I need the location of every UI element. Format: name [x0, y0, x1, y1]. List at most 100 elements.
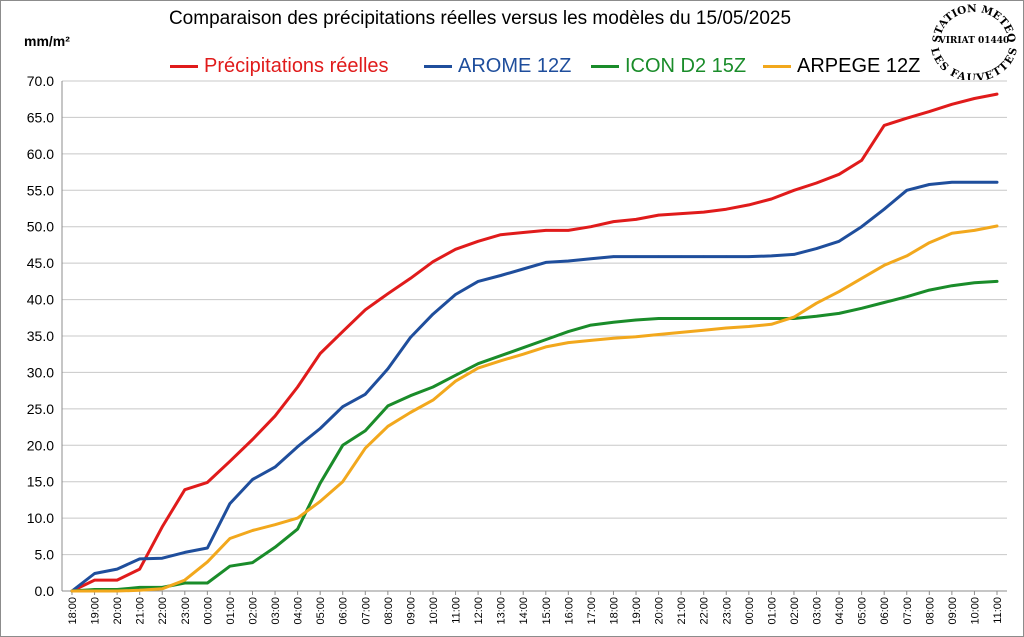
data-point	[364, 308, 367, 311]
data-point	[882, 301, 886, 304]
data-point	[882, 264, 886, 267]
data-point	[770, 197, 773, 201]
x-tick-label: 08:00	[383, 597, 395, 625]
data-point	[657, 213, 660, 217]
x-tick-label: 19:00	[90, 597, 102, 625]
legend-item: ARPEGE 12Z	[763, 55, 920, 78]
data-point	[792, 253, 796, 256]
data-point	[657, 255, 660, 258]
data-point	[928, 183, 931, 186]
data-point	[950, 181, 954, 184]
data-point	[476, 366, 480, 370]
data-point	[679, 331, 683, 334]
legend-label: ICON D2 15Z	[625, 55, 747, 77]
data-point	[679, 317, 683, 320]
x-tick-label: 05:00	[315, 597, 327, 625]
data-point	[206, 581, 209, 585]
data-point	[589, 339, 593, 342]
y-tick-label: 35.0	[27, 328, 54, 344]
data-point	[386, 404, 390, 408]
data-point	[206, 560, 209, 564]
x-tick-label: 03:00	[270, 597, 282, 625]
data-point	[905, 189, 908, 192]
data-point	[228, 565, 232, 568]
data-point	[476, 362, 480, 365]
data-point	[386, 292, 390, 295]
data-point	[499, 354, 502, 357]
legend-swatch	[763, 65, 791, 68]
data-point	[161, 557, 164, 560]
y-tick-label: 55.0	[27, 182, 54, 198]
series-line-3	[70, 224, 999, 593]
y-tick-label: 0.0	[35, 583, 55, 599]
legend-item: ICON D2 15Z	[591, 55, 746, 78]
data-point	[115, 578, 119, 582]
data-point	[93, 572, 96, 575]
data-point	[115, 589, 119, 593]
data-point	[544, 338, 547, 341]
y-tick-label: 60.0	[27, 146, 54, 162]
data-point	[431, 312, 435, 316]
data-point	[296, 445, 299, 448]
data-point	[499, 359, 502, 362]
data-point	[228, 460, 232, 463]
data-point	[815, 247, 818, 250]
data-point	[702, 317, 705, 320]
x-tick-label: 20:00	[112, 597, 124, 625]
x-tick-label: 06:00	[338, 597, 350, 625]
data-point	[792, 315, 796, 319]
x-tick-label: 18:00	[608, 597, 620, 625]
data-point	[950, 232, 954, 235]
data-point	[318, 427, 322, 430]
chart-legend: Précipitations réelles AROME 12Z ICON D2 1…	[0, 55, 1024, 79]
legend-label: AROME 12Z	[458, 55, 572, 77]
data-point	[905, 254, 908, 258]
x-tick-label: 10:00	[969, 597, 981, 625]
x-tick-label: 19:00	[631, 597, 643, 625]
data-point	[679, 255, 683, 258]
series-line-1	[70, 180, 999, 593]
data-point	[386, 425, 390, 428]
data-point	[612, 320, 615, 324]
data-point	[318, 352, 322, 355]
data-point	[702, 210, 705, 214]
data-point	[657, 333, 660, 336]
data-point	[161, 525, 164, 529]
data-point	[657, 317, 660, 320]
data-point	[93, 578, 96, 582]
y-tick-label: 10.0	[27, 510, 54, 526]
data-point	[522, 346, 525, 349]
x-tick-label: 11:00	[992, 597, 1004, 624]
data-point	[273, 523, 277, 526]
data-point	[950, 103, 954, 106]
data-point	[973, 97, 976, 100]
station-stamp-logo: STATION METEO VIRIAT 01440 LES FAUVETTES	[928, 3, 1020, 80]
data-point	[183, 578, 187, 582]
data-point	[318, 500, 322, 503]
data-point	[612, 336, 615, 340]
legend-item: AROME 12Z	[424, 55, 571, 78]
legend-swatch	[591, 65, 619, 68]
x-tick-label: 07:00	[902, 597, 914, 625]
data-point	[251, 438, 254, 441]
data-point	[612, 220, 615, 223]
data-point	[770, 317, 773, 320]
y-axis-unit-label: mm/m²	[24, 33, 70, 49]
data-point	[138, 586, 141, 589]
data-point	[476, 240, 480, 243]
data-point	[973, 281, 976, 285]
data-point	[567, 330, 570, 333]
data-point	[747, 255, 751, 258]
data-point	[70, 589, 74, 593]
x-tick-label: 22:00	[157, 597, 169, 625]
data-point	[973, 181, 976, 184]
x-tick-label: 21:00	[676, 597, 688, 625]
data-point	[544, 345, 547, 349]
data-point	[973, 229, 976, 232]
data-point	[138, 567, 141, 571]
x-tick-label: 09:00	[947, 597, 959, 625]
data-point	[161, 587, 164, 591]
x-tick-label: 20:00	[654, 597, 666, 625]
data-point	[341, 444, 344, 447]
legend-swatch	[170, 65, 198, 68]
